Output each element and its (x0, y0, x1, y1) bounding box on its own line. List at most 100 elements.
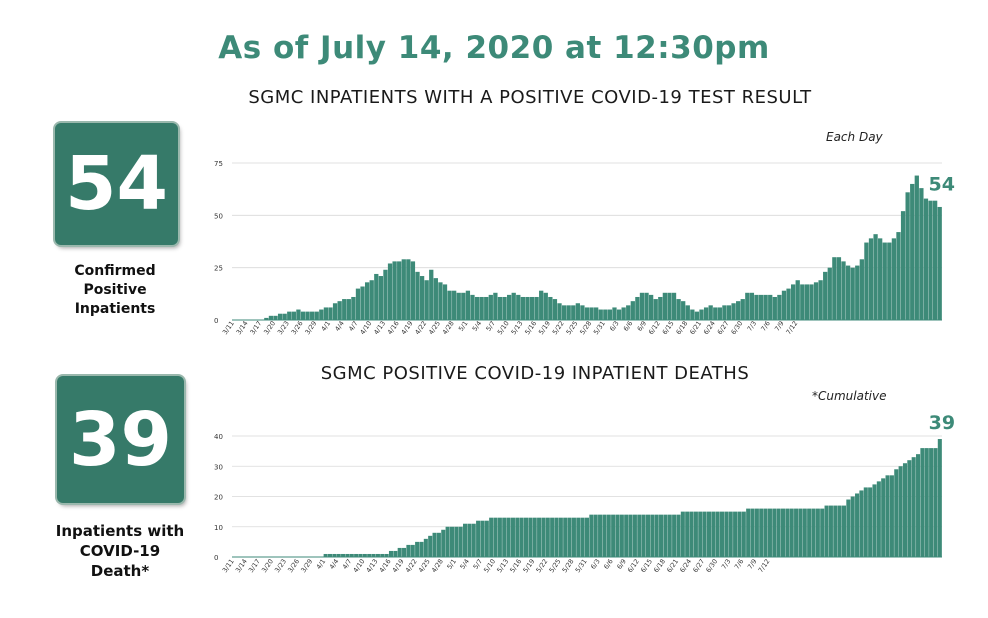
bar (754, 508, 759, 557)
x-tick-label: 4/25 (427, 320, 442, 337)
bar (898, 466, 903, 557)
bar (445, 526, 450, 557)
y-tick-label: 0 (214, 317, 218, 325)
bar (846, 499, 851, 557)
bar (650, 514, 655, 557)
bar (497, 517, 502, 557)
x-tick-label: 3/23 (276, 320, 291, 337)
bar (815, 508, 820, 557)
bar (392, 261, 397, 320)
x-tick-label: 5/25 (565, 320, 580, 337)
bar (717, 307, 722, 320)
bar (763, 508, 768, 557)
bar (644, 292, 649, 320)
bar (489, 517, 494, 557)
bar (345, 553, 350, 557)
x-tick-label: 5/10 (496, 320, 511, 337)
bar (419, 276, 425, 320)
bar (550, 517, 555, 557)
bar (447, 290, 452, 320)
bar (681, 301, 686, 320)
x-tick-label: 4/19 (400, 320, 415, 337)
bar (724, 511, 729, 557)
bar (612, 307, 617, 320)
x-tick-label: 6/30 (729, 320, 744, 337)
y-tick-label: 30 (214, 463, 223, 471)
bar (648, 294, 654, 320)
x-tick-label: 4/10 (358, 320, 373, 337)
x-tick-label: 6/6 (622, 320, 635, 333)
x-tick-label: 5/19 (521, 558, 536, 575)
x-tick-label: 3/17 (248, 320, 263, 337)
bar (932, 200, 938, 320)
bar (515, 517, 520, 557)
bar (543, 292, 548, 320)
bar (296, 309, 301, 320)
x-tick-label: 4/22 (404, 558, 419, 575)
bar (471, 523, 476, 557)
bar (781, 290, 787, 320)
bar (645, 514, 651, 557)
bar (323, 307, 329, 320)
x-tick-label: 5/10 (482, 558, 497, 575)
y-tick-label: 0 (214, 554, 218, 562)
bar (584, 517, 590, 557)
x-tick-label: 4/4 (328, 558, 341, 571)
x-tick-label: 3/20 (262, 320, 277, 337)
chart-note-each-day: Each Day (826, 130, 883, 144)
x-tick-label: 5/22 (551, 320, 566, 337)
bar (706, 511, 711, 557)
bar (776, 508, 781, 557)
x-tick-label: 3/17 (247, 558, 262, 575)
bar (639, 292, 645, 320)
bar (419, 541, 424, 557)
bar (910, 183, 915, 320)
x-tick-label: 6/24 (702, 320, 717, 337)
bar (484, 296, 489, 320)
bar (772, 508, 777, 557)
x-tick-label: 5/19 (537, 320, 552, 337)
x-tick-label: 6/15 (639, 558, 654, 575)
bar (630, 301, 635, 320)
bar (332, 553, 337, 557)
bar (287, 311, 292, 320)
bar (882, 242, 887, 320)
bar (314, 311, 319, 320)
bar (291, 311, 296, 320)
bar (575, 303, 580, 320)
bar (465, 290, 471, 320)
bar (380, 553, 385, 557)
bar (461, 292, 466, 320)
bar (794, 508, 799, 557)
x-tick-label: 6/15 (661, 320, 676, 337)
bar (598, 514, 603, 557)
bar (432, 532, 437, 557)
bar (676, 299, 681, 320)
bar (823, 271, 828, 320)
bar (510, 517, 515, 557)
bar (319, 309, 324, 320)
bar (558, 517, 563, 557)
bar (603, 309, 608, 320)
bar (876, 481, 881, 557)
bar (415, 271, 420, 320)
bar (488, 294, 493, 320)
bar (653, 299, 658, 320)
bar (393, 550, 398, 557)
bar (809, 284, 814, 320)
bar (733, 511, 738, 557)
bar (937, 206, 942, 320)
bar (602, 514, 607, 557)
bar (567, 517, 572, 557)
bar (387, 263, 393, 320)
bar (818, 280, 823, 320)
bar (506, 517, 511, 557)
bar (811, 508, 816, 557)
x-tick-label: 3/11 (221, 320, 236, 337)
bar (388, 550, 394, 557)
bar (872, 484, 877, 557)
bar (923, 198, 929, 320)
bar (375, 553, 380, 557)
x-tick-label: 4/19 (391, 558, 406, 575)
bar (467, 523, 472, 557)
